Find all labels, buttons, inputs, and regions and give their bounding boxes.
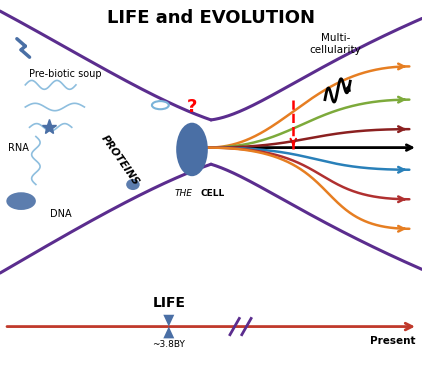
Ellipse shape [6, 192, 36, 210]
Text: Present: Present [370, 335, 416, 346]
Text: DNA: DNA [50, 209, 72, 219]
Polygon shape [163, 315, 174, 327]
Text: THE: THE [175, 189, 192, 198]
Text: Multi-
cellularity: Multi- cellularity [310, 33, 361, 55]
Text: LIFE: LIFE [152, 296, 185, 310]
Ellipse shape [176, 123, 208, 176]
Text: RNA: RNA [8, 142, 29, 153]
Text: LIFE and EVOLUTION: LIFE and EVOLUTION [107, 9, 315, 27]
Polygon shape [163, 327, 174, 338]
Text: CELL: CELL [201, 189, 225, 198]
Ellipse shape [126, 179, 140, 190]
Text: ?: ? [187, 98, 197, 116]
Text: PROTEINS: PROTEINS [99, 134, 141, 187]
Text: Pre-biotic soup: Pre-biotic soup [29, 69, 102, 79]
Text: ~3.8BY: ~3.8BY [152, 340, 185, 349]
